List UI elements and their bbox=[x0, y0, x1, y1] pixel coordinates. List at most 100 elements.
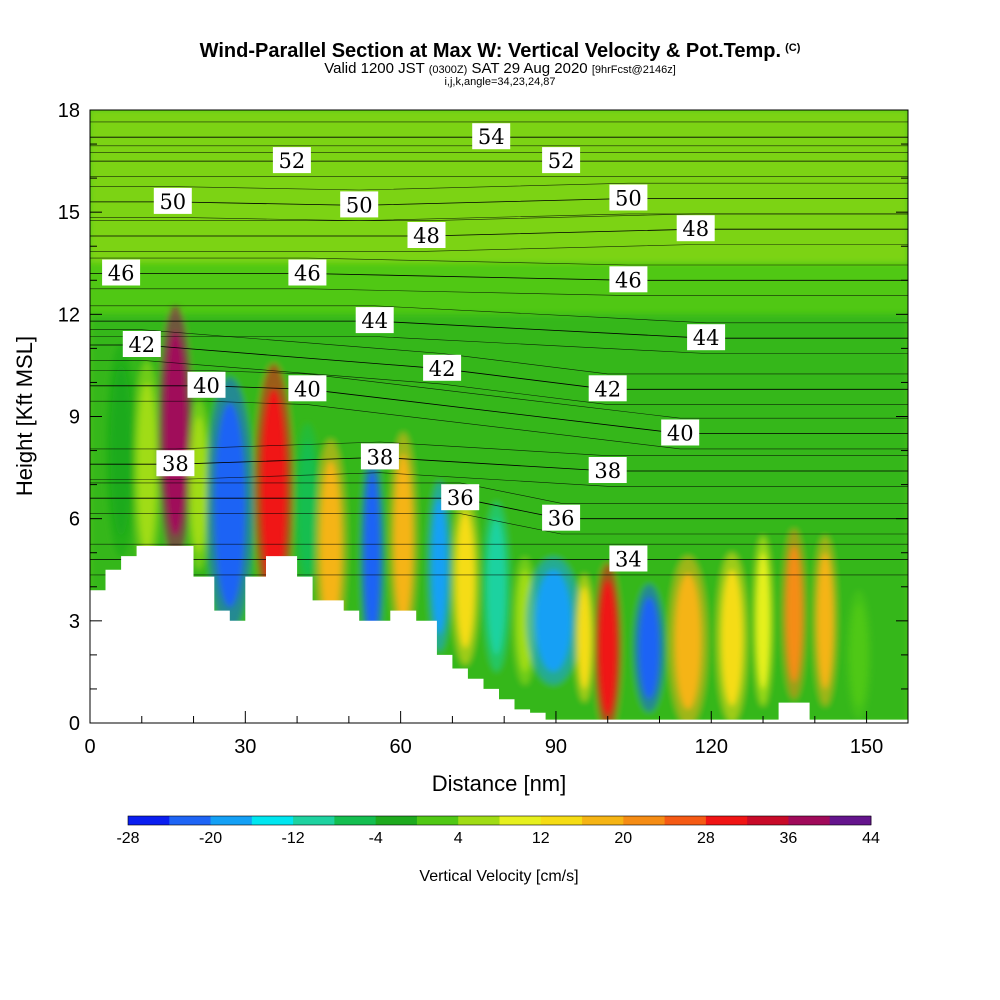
grid-info: i,j,k,angle=34,23,24,87 bbox=[444, 76, 556, 88]
potential-temperature-contours bbox=[90, 121, 908, 576]
theta-label-box bbox=[687, 324, 726, 351]
velocity-cell bbox=[394, 453, 413, 625]
x-tick-label: 60 bbox=[390, 736, 412, 758]
theta-label: 34 bbox=[609, 545, 648, 572]
theta-label: 42 bbox=[122, 331, 161, 357]
colorbar-swatch bbox=[169, 816, 211, 825]
theta-label: 54 bbox=[472, 123, 511, 150]
contour-labels: 54 52 52 50 50 50 48 48 46 46 46 44 44 42 42 42 40 40 40 38… bbox=[102, 123, 726, 572]
theta-label-text: 44 bbox=[361, 309, 388, 333]
theta-label-box bbox=[360, 443, 399, 470]
chart-title: Wind-Parallel Section at Max W: Vertical… bbox=[0, 37, 1000, 62]
velocity-cell bbox=[320, 460, 342, 632]
theta-contour-minor bbox=[90, 329, 908, 375]
theta-label: 44 bbox=[687, 324, 726, 351]
y-tick-label: 6 bbox=[69, 509, 80, 531]
x-tick-label: 120 bbox=[695, 736, 728, 758]
colorbar-tick-label: -28 bbox=[116, 830, 139, 847]
theta-label-box bbox=[588, 375, 627, 402]
theta-label-box bbox=[441, 484, 480, 511]
colorbar-tick-label: 4 bbox=[454, 830, 463, 847]
terrain-mask bbox=[90, 545, 908, 723]
y-axis-title: Height [Kft MSL] bbox=[12, 336, 37, 496]
theta-label-text: 54 bbox=[478, 125, 505, 149]
velocity-cell bbox=[190, 416, 207, 553]
y-tick-label: 0 bbox=[69, 713, 80, 735]
theta-label-box bbox=[423, 354, 462, 381]
theta-label-text: 42 bbox=[429, 357, 456, 381]
velocity-cell bbox=[431, 498, 448, 635]
colorbar-swatch bbox=[128, 816, 170, 825]
colorbar-tick-label: 36 bbox=[780, 830, 798, 847]
theta-contour-minor bbox=[90, 288, 908, 296]
chart-subtitle: Valid 1200 JST (0300Z) SAT 29 Aug 2020 [… bbox=[0, 60, 1000, 79]
theta-label-text: 50 bbox=[159, 190, 186, 214]
theta-label-box bbox=[102, 259, 141, 286]
velocity-cell bbox=[756, 552, 770, 689]
theta-label-box bbox=[588, 457, 627, 483]
theta-label: 38 bbox=[156, 450, 195, 477]
theta-label-text: 48 bbox=[413, 224, 440, 248]
theta-label-text: 48 bbox=[682, 217, 709, 241]
velocity-cell bbox=[786, 545, 802, 683]
colorbar-swatch bbox=[416, 816, 459, 825]
theta-label: 38 bbox=[588, 457, 627, 483]
theta-contour-36 bbox=[90, 497, 908, 520]
colorbar-swatch bbox=[210, 816, 253, 825]
theta-label: 50 bbox=[340, 191, 379, 218]
velocity-cell bbox=[260, 389, 287, 594]
theta-contour-minor bbox=[90, 482, 908, 504]
theta-label-box bbox=[609, 545, 648, 572]
colorbar-swatch bbox=[458, 816, 500, 825]
theta-contour-minor bbox=[90, 244, 908, 252]
valid-time: Valid 1200 JST bbox=[324, 60, 425, 77]
colorbar-swatch bbox=[499, 816, 542, 825]
colorbar-tick-label: 20 bbox=[614, 830, 632, 847]
velocity-cell bbox=[675, 573, 701, 710]
theta-label-text: 46 bbox=[294, 262, 321, 286]
theta-label: 48 bbox=[676, 215, 715, 242]
theta-label: 46 bbox=[288, 259, 327, 286]
theta-contour-minor bbox=[90, 336, 908, 354]
theta-label-box bbox=[355, 307, 394, 334]
y-tick-label: 15 bbox=[58, 202, 80, 224]
y-tick-label: 3 bbox=[69, 611, 80, 633]
theta-label: 48 bbox=[407, 222, 446, 248]
theta-label: 42 bbox=[423, 354, 462, 381]
theta-contour-48 bbox=[90, 228, 908, 237]
velocity-cell bbox=[163, 331, 188, 536]
colorbar-tick-label: -4 bbox=[369, 830, 383, 847]
velocity-cell bbox=[364, 470, 380, 642]
theta-contour-minor bbox=[90, 370, 908, 419]
x-tick-label: 30 bbox=[234, 736, 256, 758]
velocity-cell bbox=[137, 382, 157, 553]
theta-label-text: 40 bbox=[193, 374, 220, 398]
theta-label-box bbox=[187, 371, 226, 398]
theta-label: 52 bbox=[272, 147, 311, 174]
x-tick-label: 0 bbox=[84, 736, 95, 758]
theta-contour-minor bbox=[90, 182, 908, 191]
theta-label: 42 bbox=[588, 375, 627, 402]
theta-label-text: 50 bbox=[615, 187, 642, 211]
title-mark: (C) bbox=[785, 42, 801, 54]
velocity-cell bbox=[577, 586, 591, 689]
velocity-cell bbox=[721, 569, 743, 706]
theta-label-text: 40 bbox=[667, 422, 694, 446]
theta-label-text: 46 bbox=[108, 262, 135, 286]
theta-label-text: 50 bbox=[346, 193, 373, 217]
theta-label-text: 36 bbox=[548, 507, 575, 531]
colorbar-tick-label: 28 bbox=[697, 830, 715, 847]
theta-label: 36 bbox=[441, 484, 480, 511]
theta-label-box bbox=[609, 266, 648, 293]
theta-label-text: 40 bbox=[294, 377, 321, 401]
theta-label-box bbox=[407, 222, 446, 248]
y-tick-label: 12 bbox=[58, 304, 80, 326]
theta-label: 52 bbox=[542, 147, 581, 174]
theta-label-text: 34 bbox=[615, 548, 642, 572]
theta-contour-minor bbox=[90, 213, 908, 222]
colorbar-tick-label: -12 bbox=[282, 830, 305, 847]
colorbar-swatch bbox=[788, 816, 831, 825]
velocity-cell bbox=[535, 569, 572, 672]
theta-label-box bbox=[153, 187, 192, 214]
